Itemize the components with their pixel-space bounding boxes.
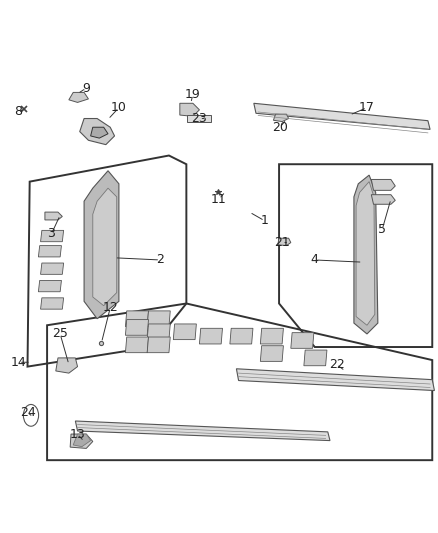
Polygon shape [230,328,253,344]
Text: 9: 9 [82,82,90,94]
Polygon shape [260,328,283,344]
Polygon shape [354,175,378,334]
Polygon shape [39,246,61,257]
Polygon shape [41,298,64,309]
Polygon shape [147,337,170,353]
Text: 25: 25 [52,327,68,341]
Polygon shape [93,188,117,305]
Polygon shape [254,103,430,130]
Polygon shape [125,311,148,327]
Text: 4: 4 [311,254,319,266]
Polygon shape [39,280,61,292]
Text: 24: 24 [20,406,35,419]
Polygon shape [41,230,64,241]
Polygon shape [125,320,148,335]
Text: 8: 8 [14,106,22,118]
Text: 13: 13 [70,427,85,441]
Polygon shape [56,358,78,373]
Polygon shape [371,180,395,190]
Text: 23: 23 [191,112,207,125]
Text: 19: 19 [185,88,201,101]
Text: 14: 14 [11,356,27,369]
Polygon shape [291,333,314,349]
Polygon shape [84,171,119,319]
Polygon shape [45,212,62,220]
Polygon shape [147,311,170,327]
Text: 5: 5 [378,223,386,236]
Text: 21: 21 [274,236,290,249]
Polygon shape [273,114,289,122]
Text: 20: 20 [272,121,288,134]
Polygon shape [199,328,223,344]
Text: 10: 10 [111,101,127,114]
Polygon shape [125,337,148,353]
Polygon shape [70,434,93,448]
Text: 17: 17 [359,101,375,114]
Polygon shape [180,103,199,116]
Polygon shape [356,182,375,325]
Text: 22: 22 [328,358,344,371]
Polygon shape [75,421,330,441]
Text: 11: 11 [211,192,227,206]
Polygon shape [173,324,196,340]
Polygon shape [304,350,327,366]
Polygon shape [80,118,115,144]
Text: 12: 12 [102,301,118,314]
Polygon shape [278,238,291,246]
Polygon shape [41,263,64,274]
Text: 3: 3 [47,228,55,240]
Polygon shape [237,369,434,391]
Polygon shape [147,324,170,340]
Bar [187,115,212,122]
Text: 1: 1 [261,214,268,227]
Text: 2: 2 [156,254,164,266]
Polygon shape [371,195,395,204]
Polygon shape [91,127,108,138]
Polygon shape [73,434,91,447]
Polygon shape [69,92,88,102]
Polygon shape [260,346,283,361]
